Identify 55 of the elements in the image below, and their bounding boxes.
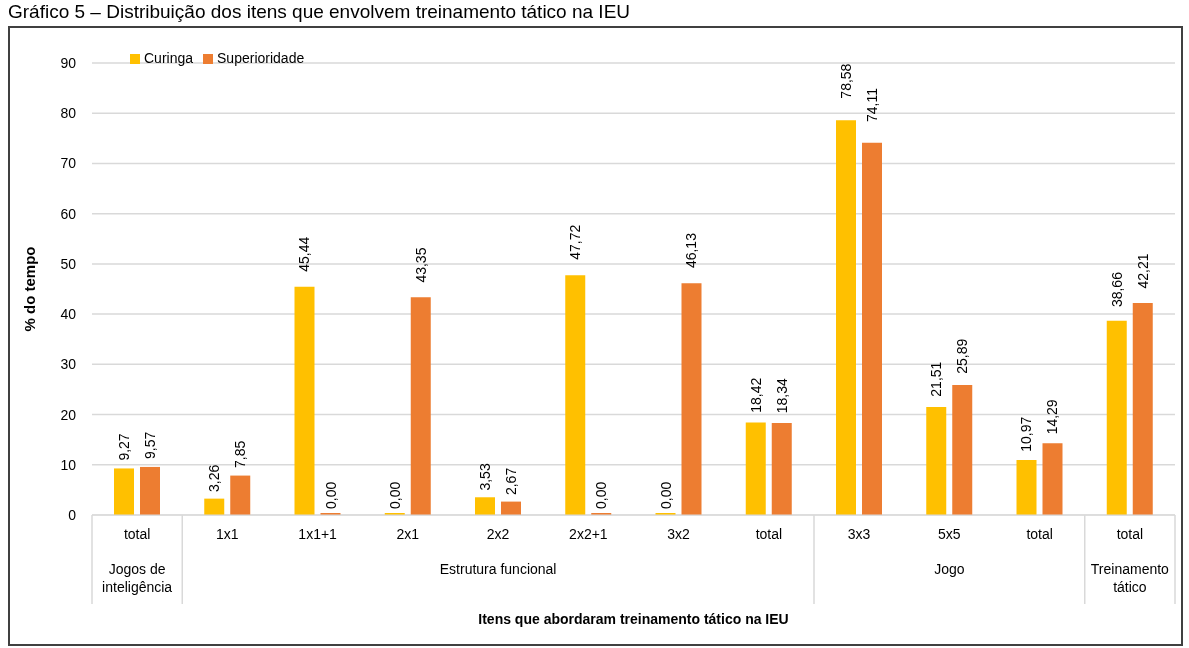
x-tick-label: 1x1+1 bbox=[298, 525, 338, 542]
data-label: 10,97 bbox=[1018, 416, 1035, 452]
text: Treinamento tático bbox=[1090, 561, 1170, 595]
x-tick-label: 1x1 bbox=[216, 525, 239, 542]
data-label: 0,00 bbox=[322, 481, 339, 509]
data-label: 25,89 bbox=[954, 338, 971, 374]
legend-label: Superioridade bbox=[217, 50, 305, 66]
y-axis-title: % do tempo bbox=[21, 246, 39, 332]
y-tick-label: 30 bbox=[60, 356, 77, 373]
data-label: 42,21 bbox=[1134, 253, 1151, 289]
y-tick-label: 10 bbox=[60, 456, 77, 473]
y-tick-label: 60 bbox=[60, 205, 77, 222]
legend-label: Curinga bbox=[144, 50, 194, 66]
x-tick-label: 2x2+1 bbox=[569, 525, 608, 542]
data-label: 7,85 bbox=[232, 440, 249, 469]
y-tick-label: 50 bbox=[60, 255, 77, 272]
x-tick-label: 3x2 bbox=[667, 525, 691, 542]
text: Jogo bbox=[934, 561, 965, 577]
data-label: 43,35 bbox=[412, 247, 429, 283]
data-label: 45,44 bbox=[296, 236, 313, 272]
data-label: 0,00 bbox=[593, 481, 610, 509]
data-label: 47,72 bbox=[567, 224, 584, 260]
y-tick-label: 70 bbox=[60, 155, 77, 172]
data-label: 21,51 bbox=[928, 361, 945, 397]
y-tick-label: 80 bbox=[60, 105, 77, 122]
data-label: 46,13 bbox=[683, 232, 700, 269]
x-tick-label: 5x5 bbox=[938, 525, 961, 542]
data-label: 14,29 bbox=[1044, 399, 1061, 435]
data-label: 74,11 bbox=[864, 87, 880, 122]
x-tick-label: total bbox=[1116, 525, 1144, 542]
chart-title: Gráfico 5 – Distribuição dos itens que envolvem treinamento tático na IEU bbox=[8, 0, 632, 24]
data-label: 18,34 bbox=[773, 377, 790, 414]
data-label: 0,00 bbox=[386, 481, 403, 509]
x-tick-label: 3x3 bbox=[847, 525, 871, 542]
x-tick-label: 2x1 bbox=[396, 525, 420, 542]
y-tick-label: 20 bbox=[60, 406, 77, 423]
x-tick-label: total bbox=[755, 525, 783, 542]
data-label: 3,26 bbox=[206, 464, 223, 492]
text: Estrutura funcional bbox=[439, 561, 557, 577]
text: Jogos de inteligência bbox=[102, 561, 173, 595]
data-label: 9,57 bbox=[142, 431, 158, 460]
data-label: 18,42 bbox=[747, 377, 764, 413]
x-axis-title: Itens que abordaram treinamento tático na IEU bbox=[478, 611, 789, 627]
y-tick-label: 40 bbox=[60, 306, 77, 323]
data-label: 38,66 bbox=[1108, 271, 1125, 308]
data-label: 2,67 bbox=[503, 467, 519, 496]
data-label: 9,27 bbox=[116, 433, 132, 461]
data-label: 0,00 bbox=[657, 481, 674, 509]
x-tick-label: total bbox=[123, 525, 151, 542]
data-label: 3,53 bbox=[477, 463, 493, 491]
x-tick-label: total bbox=[1026, 525, 1053, 542]
x-tick-label: 2x2 bbox=[486, 525, 510, 542]
y-tick-label: 90 bbox=[60, 54, 77, 71]
y-tick-label: 0 bbox=[68, 506, 77, 523]
data-label: 78,58 bbox=[838, 63, 854, 99]
